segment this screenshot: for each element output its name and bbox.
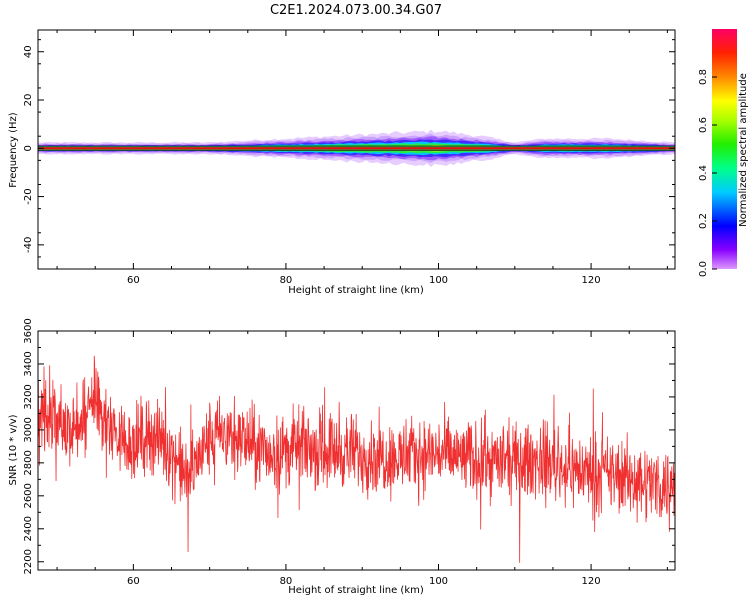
snr-y-axis-label: SNR (10 * v/v) (8, 414, 19, 485)
spectrogram-band (38, 129, 675, 168)
snr-y-tick-label: 2200 (23, 549, 34, 574)
colorbar-tick-label: 0.2 (698, 213, 709, 229)
snr-x-axis-label: Height of straight line (km) (288, 585, 424, 596)
snr-x-tick-label: 60 (127, 576, 140, 587)
spectrogram-y-tick-label: 20 (23, 94, 34, 107)
snr-y-tick-label: 3400 (23, 351, 34, 376)
colorbar-tick-label: 0.0 (698, 261, 709, 277)
spectrogram-x-tick-label: 120 (582, 275, 601, 286)
snr-y-tick-label: 2800 (23, 450, 34, 475)
colorbar-gradient (712, 29, 737, 269)
colorbar: 0.0 0.2 0.4 0.6 0.8 Normalized spectral ampl… (698, 29, 749, 277)
snr-x-tick-label: 100 (429, 576, 448, 587)
figure-title: C2E1.2024.073.00.34.G07 (270, 3, 442, 18)
snr-y-tick-label: 3600 (23, 318, 34, 343)
snr-x-tick-label: 120 (582, 576, 601, 587)
spectrogram-panel: 60 80 100 120 -40 -20 0 20 40 Height of straight… (8, 29, 676, 296)
spectrogram-y-tick-label: 40 (23, 45, 34, 58)
snr-y-tick-label: 2600 (23, 483, 34, 508)
spectrogram-y-axis-label: Frequency (Hz) (8, 112, 19, 188)
spectrogram-ticks: 60 80 100 120 -40 -20 0 20 40 (23, 30, 675, 286)
snr-series-line (38, 355, 675, 563)
spectrogram-y-tick-label: -20 (23, 188, 34, 204)
snr-ticks: 60 80 100 120 2200 2400 2600 2800 3000 3200 3400 36… (23, 318, 675, 587)
spectrogram-x-axis-label: Height of straight line (km) (288, 285, 424, 296)
snr-x-tick-label: 80 (280, 576, 293, 587)
colorbar-tick-label: 0.4 (698, 165, 709, 181)
snr-frame (37, 330, 676, 571)
snr-y-tick-label: 3000 (23, 417, 34, 442)
snr-panel: 60 80 100 120 2200 2400 2600 2800 3000 3200 3400 36… (8, 318, 676, 596)
colorbar-tick-label: 0.6 (698, 117, 709, 133)
spectrogram-y-tick-label: 0 (23, 145, 34, 151)
spectrogram-y-tick-label: -40 (23, 237, 34, 253)
colorbar-tick-label: 0.8 (698, 69, 709, 85)
spectrogram-x-tick-label: 80 (280, 275, 293, 286)
colorbar-label: Normalized spectral amplitude (738, 73, 749, 227)
snr-y-tick-label: 2400 (23, 516, 34, 541)
spectrogram-x-tick-label: 100 (429, 275, 448, 286)
snr-y-tick-label: 3200 (23, 384, 34, 409)
colorbar-ticks: 0.0 0.2 0.4 0.6 0.8 (698, 69, 717, 277)
spectrogram-x-tick-label: 60 (127, 275, 140, 286)
spectrogram-frame (37, 29, 676, 270)
